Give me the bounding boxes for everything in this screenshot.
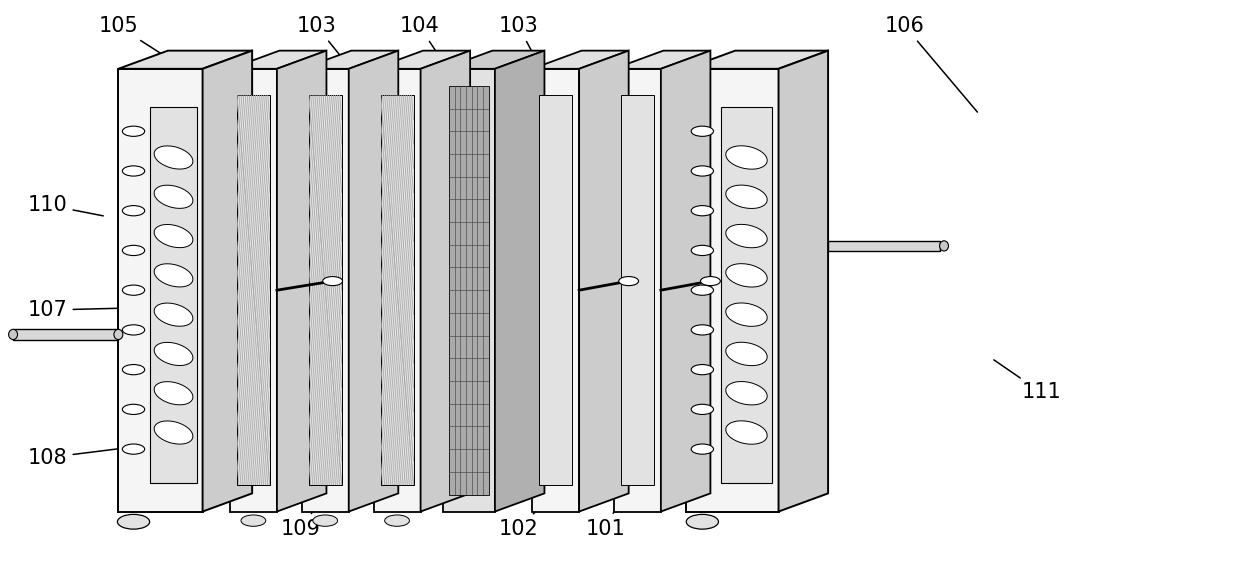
Text: 109: 109 [280, 497, 324, 539]
Circle shape [691, 166, 713, 176]
Polygon shape [661, 51, 711, 512]
Polygon shape [532, 51, 629, 69]
Ellipse shape [725, 185, 768, 208]
Polygon shape [348, 51, 398, 512]
Ellipse shape [154, 421, 193, 444]
Ellipse shape [725, 303, 768, 327]
Polygon shape [229, 51, 326, 69]
Ellipse shape [725, 382, 768, 405]
Circle shape [691, 444, 713, 454]
Polygon shape [443, 51, 544, 69]
Bar [237, 96, 270, 485]
Ellipse shape [725, 263, 768, 287]
Circle shape [322, 277, 342, 286]
Circle shape [691, 285, 713, 295]
Circle shape [619, 277, 639, 286]
Circle shape [701, 277, 720, 286]
Polygon shape [229, 69, 277, 512]
Polygon shape [118, 69, 202, 512]
Polygon shape [420, 51, 470, 512]
Polygon shape [579, 51, 629, 512]
Circle shape [691, 404, 713, 414]
Bar [449, 86, 489, 494]
Circle shape [691, 325, 713, 335]
Bar [381, 96, 413, 485]
Circle shape [691, 205, 713, 216]
Bar [150, 107, 197, 483]
Bar [14, 329, 118, 340]
Ellipse shape [725, 421, 768, 444]
Text: 107: 107 [27, 300, 159, 320]
Text: 108: 108 [29, 441, 181, 468]
Circle shape [312, 515, 337, 526]
Polygon shape [373, 51, 470, 69]
Circle shape [123, 365, 145, 375]
Ellipse shape [154, 185, 193, 208]
Circle shape [123, 325, 145, 335]
Ellipse shape [154, 264, 193, 287]
Polygon shape [202, 51, 252, 512]
Ellipse shape [725, 342, 768, 366]
Circle shape [691, 245, 713, 255]
Ellipse shape [725, 146, 768, 169]
Polygon shape [277, 51, 326, 512]
Bar [828, 241, 940, 251]
Circle shape [384, 515, 409, 526]
Ellipse shape [154, 225, 193, 248]
Circle shape [123, 205, 145, 216]
Polygon shape [495, 51, 544, 512]
Circle shape [686, 514, 718, 529]
Polygon shape [779, 51, 828, 512]
Circle shape [123, 166, 145, 176]
Circle shape [123, 126, 145, 137]
Polygon shape [614, 69, 661, 512]
Bar [621, 96, 653, 485]
Polygon shape [686, 69, 779, 512]
Ellipse shape [9, 329, 17, 340]
Text: 103: 103 [296, 17, 361, 81]
Ellipse shape [154, 146, 193, 169]
Polygon shape [301, 69, 348, 512]
Polygon shape [118, 51, 252, 69]
Circle shape [123, 404, 145, 414]
Circle shape [691, 365, 713, 375]
Ellipse shape [940, 241, 949, 251]
Text: 110: 110 [27, 195, 103, 216]
Text: 102: 102 [498, 498, 549, 539]
Ellipse shape [114, 329, 123, 340]
Ellipse shape [725, 224, 768, 248]
Circle shape [118, 514, 150, 529]
Polygon shape [443, 69, 495, 512]
Text: 103: 103 [498, 17, 552, 89]
Bar [539, 96, 572, 485]
Ellipse shape [154, 343, 193, 365]
Text: 101: 101 [585, 498, 625, 539]
Polygon shape [686, 51, 828, 69]
Circle shape [691, 126, 713, 137]
Text: 104: 104 [399, 17, 458, 84]
Ellipse shape [154, 303, 193, 326]
Circle shape [123, 444, 145, 454]
Text: 111: 111 [994, 360, 1061, 402]
Polygon shape [614, 51, 711, 69]
Circle shape [123, 245, 145, 255]
Text: 106: 106 [885, 17, 977, 112]
Polygon shape [373, 69, 420, 512]
Circle shape [241, 515, 265, 526]
Polygon shape [301, 51, 398, 69]
Ellipse shape [154, 382, 193, 405]
Bar [309, 96, 342, 485]
Circle shape [123, 285, 145, 295]
Polygon shape [532, 69, 579, 512]
Bar [720, 107, 773, 483]
Text: 105: 105 [98, 17, 231, 98]
